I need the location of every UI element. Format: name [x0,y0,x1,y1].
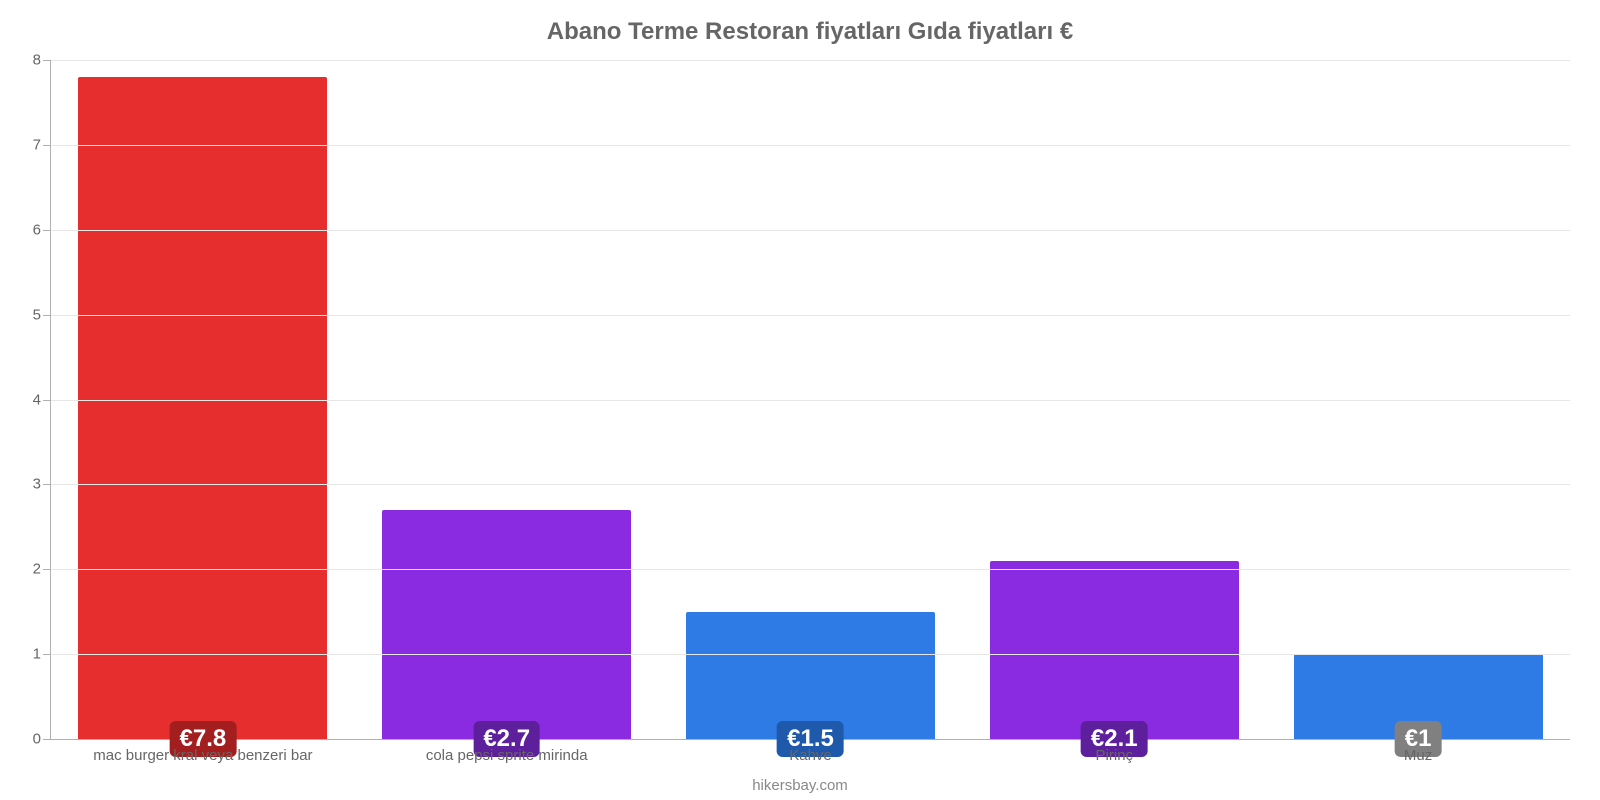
y-tick-label: 1 [17,646,41,663]
y-tick-label: 8 [17,52,41,69]
gridline [51,484,1570,485]
gridline [51,569,1570,570]
bar: €1 [1294,654,1543,739]
y-tick-label: 6 [17,221,41,238]
x-axis-label: Muz [1266,745,1570,764]
bar: €2.1 [990,561,1239,739]
x-axis-label: cola pepsi sprite mirinda [355,745,659,764]
y-tick-label: 3 [17,476,41,493]
y-tick [43,400,51,401]
gridline [51,145,1570,146]
y-tick [43,230,51,231]
chart-footer: hikersbay.com [0,777,1600,794]
x-axis-label: mac burger kral veya benzeri bar [51,745,355,764]
y-tick-label: 4 [17,391,41,408]
plot-area: €7.8€2.7€1.5€2.1€1 mac burger kral veya … [50,60,1570,740]
bar: €1.5 [686,612,935,739]
y-tick-label: 7 [17,136,41,153]
y-tick [43,654,51,655]
x-axis-label: Pirinç [962,745,1266,764]
x-axis-label: Kahve [659,745,963,764]
y-tick-label: 0 [17,731,41,748]
y-tick [43,484,51,485]
gridline [51,60,1570,61]
bar: €2.7 [382,510,631,739]
gridline [51,315,1570,316]
y-tick [43,739,51,740]
bar: €7.8 [78,77,327,739]
chart-title: Abano Terme Restoran fiyatları Gıda fiya… [50,10,1570,60]
x-axis-labels: mac burger kral veya benzeri barcola pep… [51,745,1570,764]
y-tick [43,60,51,61]
y-tick [43,145,51,146]
gridline [51,654,1570,655]
y-tick [43,569,51,570]
y-tick [43,315,51,316]
y-tick-label: 5 [17,306,41,323]
gridline [51,230,1570,231]
gridline [51,400,1570,401]
price-chart: Abano Terme Restoran fiyatları Gıda fiya… [0,0,1600,800]
y-tick-label: 2 [17,561,41,578]
